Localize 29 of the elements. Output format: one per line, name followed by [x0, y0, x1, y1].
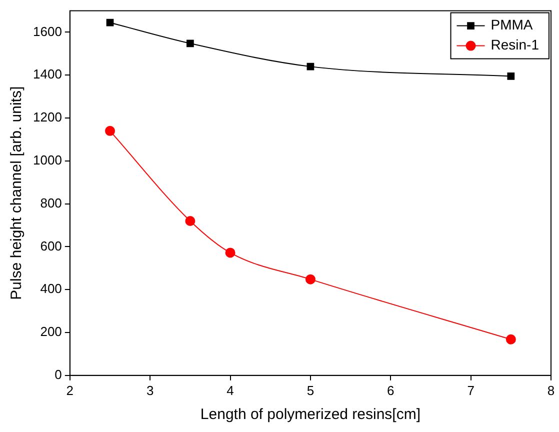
point — [225, 248, 236, 258]
point — [186, 40, 194, 48]
point — [306, 62, 314, 70]
y-tick-label: 1600 — [33, 24, 62, 39]
x-tick-label: 7 — [467, 382, 474, 398]
x-tick-label: 5 — [306, 382, 314, 398]
x-tick-label: 3 — [146, 382, 154, 398]
x-tick-label: 8 — [547, 382, 555, 398]
point — [106, 18, 114, 26]
y-tick-label: 200 — [40, 324, 62, 340]
x-axis-title: Length of polymerized resins[cm] — [200, 406, 421, 424]
y-axis-title: Pulse height channel [arb. units] — [8, 86, 26, 300]
point — [185, 216, 196, 226]
point — [506, 334, 516, 344]
point — [305, 274, 316, 284]
y-tick-label: 800 — [40, 195, 62, 210]
y-tick-label: 600 — [40, 238, 62, 254]
y-tick-label: 1400 — [33, 66, 62, 82]
x-tick-label: 4 — [226, 382, 234, 398]
y-tick-label: 0 — [54, 366, 62, 382]
legend-label: PMMA — [490, 16, 534, 33]
point — [507, 72, 515, 80]
y-tick-label: 1000 — [33, 152, 62, 168]
y-tick-label: 1200 — [33, 110, 62, 125]
y-tick-label: 400 — [40, 281, 62, 296]
x-tick-label: 6 — [387, 382, 394, 398]
point — [105, 126, 116, 136]
x-tick-label: 2 — [66, 382, 74, 398]
legend-label: Resin-1 — [490, 36, 540, 53]
